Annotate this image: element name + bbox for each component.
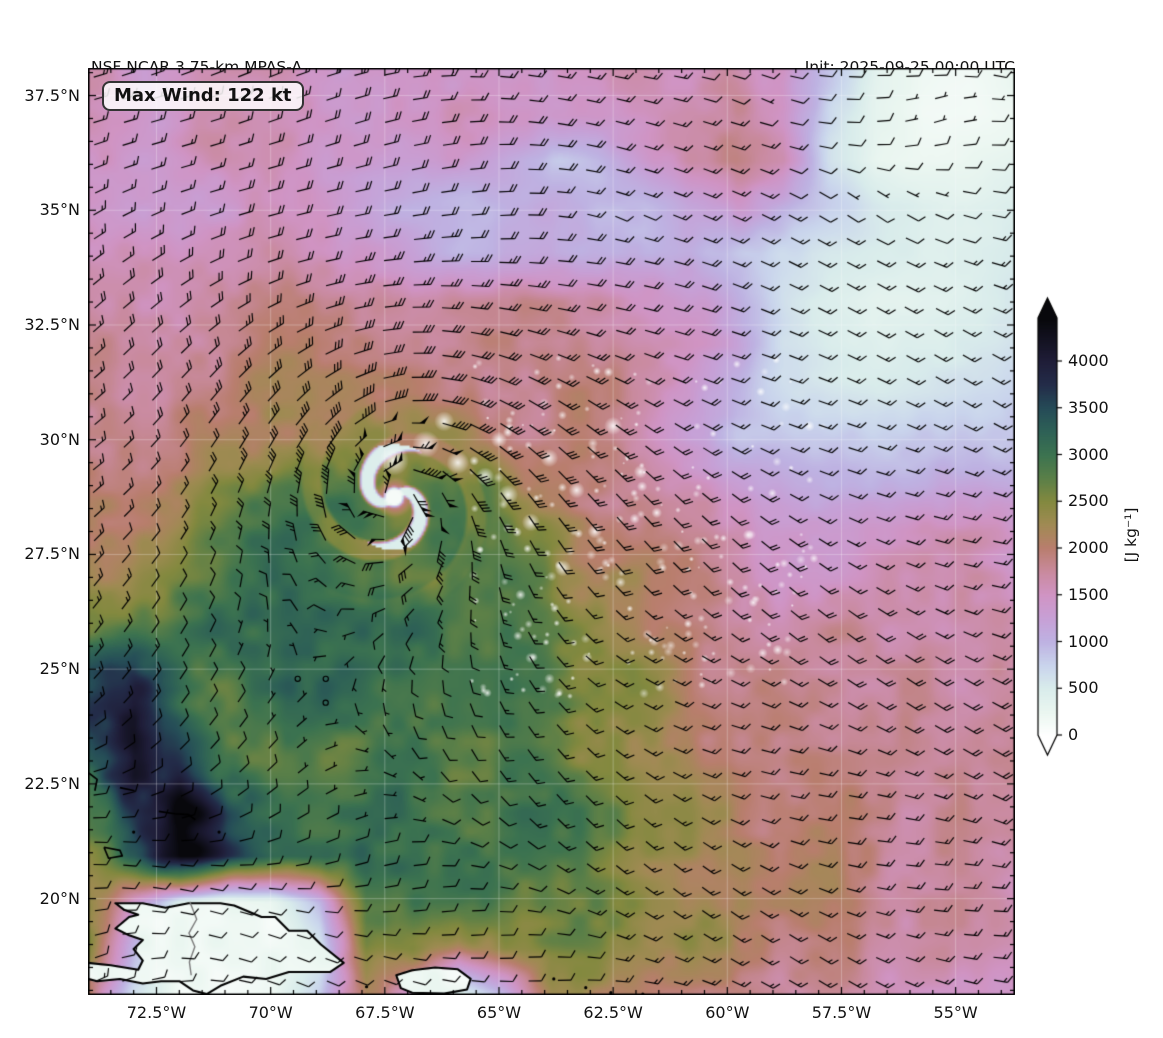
max-wind-badge: Max Wind: 122 kt	[102, 81, 304, 111]
colorbar-tick-label: 1000	[1068, 631, 1109, 651]
cape-map-canvas	[88, 68, 1015, 995]
y-tick-label: 20°N	[39, 888, 80, 908]
x-tick-label: 55°W	[933, 1003, 978, 1022]
y-tick-label: 32.5°N	[24, 314, 80, 334]
colorbar-tick-label: 500	[1068, 678, 1099, 698]
colorbar-tick-label: 2000	[1068, 538, 1109, 557]
colorbar-tick-label: 2500	[1068, 491, 1109, 511]
colorbar-tick-label: 1500	[1068, 584, 1109, 604]
x-tick-label: 60°W	[705, 1003, 750, 1022]
colorbar-tick-label: 3500	[1068, 397, 1109, 417]
colorbar-tick-label: 3000	[1068, 444, 1109, 464]
y-tick-label: 35°N	[39, 200, 80, 220]
colorbar-unit-label: [J kg⁻¹]	[1122, 507, 1140, 563]
x-tick-label: 65°W	[476, 1003, 522, 1022]
y-tick-label: 30°N	[39, 429, 80, 449]
colorbar-tick-label: 0	[1068, 725, 1079, 744]
y-tick-label: 22.5°N	[24, 773, 80, 793]
colorbar-canvas	[1036, 294, 1082, 764]
x-tick-label: 67.5°W	[355, 1003, 415, 1022]
y-tick-label: 27.5°N	[24, 544, 80, 564]
x-tick-label: 72.5°W	[126, 1003, 187, 1022]
x-tick-label: 62.5°W	[583, 1003, 643, 1022]
x-tick-label: 57.5°W	[811, 1003, 872, 1022]
y-tick-label: 37.5°N	[24, 85, 80, 105]
colorbar-tick-label: 4000	[1068, 351, 1109, 370]
map-plot-area: Max Wind: 122 kt	[88, 68, 1015, 995]
x-tick-label: 70°W	[248, 1003, 293, 1022]
y-tick-label: 25°N	[39, 659, 80, 679]
